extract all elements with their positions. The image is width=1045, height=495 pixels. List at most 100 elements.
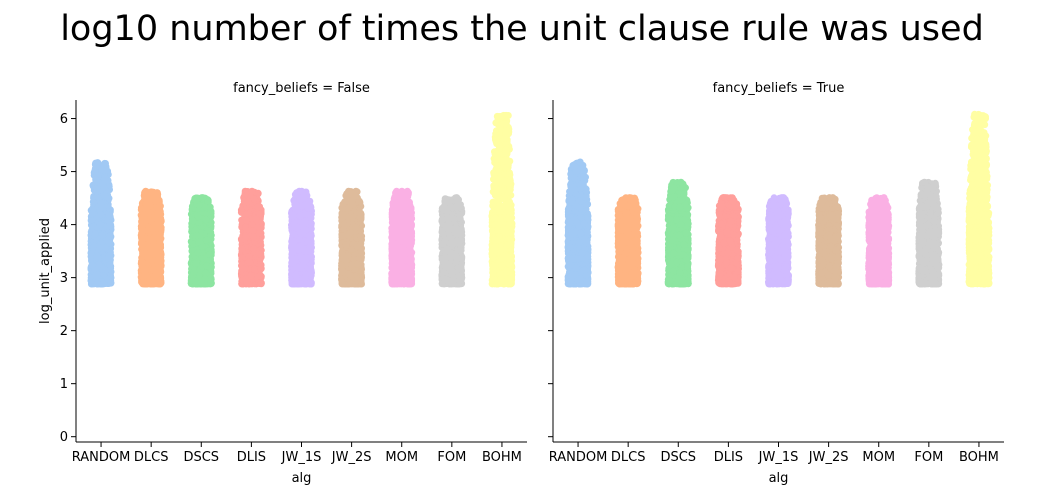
data-point <box>192 196 200 204</box>
data-point <box>297 264 305 272</box>
data-point-outlier <box>94 159 102 167</box>
data-point <box>106 222 114 230</box>
y-tick-label: 2 <box>60 324 68 339</box>
data-point <box>98 203 106 211</box>
y-tick-label: 4 <box>60 218 68 233</box>
data-point <box>239 265 247 273</box>
data-point <box>202 269 210 277</box>
data-point <box>146 201 154 209</box>
data-point <box>294 224 302 232</box>
data-point <box>89 198 97 206</box>
data-point <box>302 247 309 255</box>
data-point <box>198 278 205 286</box>
data-point <box>295 246 303 254</box>
strip-dlcs <box>137 187 165 288</box>
y-axis-label: log_unit_applied <box>38 218 53 324</box>
data-point <box>207 264 215 271</box>
data-point <box>106 212 114 220</box>
data-point <box>101 159 109 167</box>
data-point-outlier <box>142 187 150 195</box>
data-point <box>106 232 114 240</box>
data-point <box>95 260 103 268</box>
data-point <box>156 253 164 261</box>
data-point <box>192 277 200 285</box>
data-point <box>138 229 146 237</box>
data-point <box>289 213 297 221</box>
data-point <box>101 174 109 182</box>
data-point <box>257 265 265 273</box>
x-tick-label: FOM <box>437 450 466 465</box>
y-tick-label: 6 <box>60 112 68 127</box>
data-point <box>105 183 113 190</box>
data-point <box>98 166 106 174</box>
x-tick-label: DSCS <box>183 450 219 465</box>
data-point <box>98 231 106 239</box>
data-point <box>137 260 145 268</box>
data-point <box>242 216 250 224</box>
data-point <box>93 254 101 261</box>
data-point <box>137 222 145 230</box>
x-tick-label: JW_2S <box>331 450 372 465</box>
data-point <box>155 203 163 211</box>
data-point <box>301 275 309 283</box>
data-point <box>292 272 300 280</box>
data-point <box>105 252 113 260</box>
data-point <box>192 260 200 267</box>
data-point <box>257 280 265 288</box>
data-point-outlier <box>91 168 99 176</box>
data-point <box>139 240 147 248</box>
data-point <box>202 216 210 224</box>
strip-random <box>87 159 115 288</box>
data-point <box>100 192 108 199</box>
data-point <box>301 257 309 265</box>
data-point <box>203 236 211 244</box>
y-tick-label: 5 <box>60 165 68 180</box>
data-point-outlier <box>248 187 256 195</box>
data-point <box>153 197 161 204</box>
data-point <box>99 280 107 288</box>
data-point <box>249 227 257 235</box>
data-point <box>302 219 310 226</box>
data-point <box>189 217 197 225</box>
x-tick-label: DLIS <box>237 450 266 465</box>
data-point <box>190 268 198 276</box>
data-point <box>106 261 114 269</box>
data-point <box>194 249 202 257</box>
data-point <box>206 250 214 258</box>
x-tick-label: RANDOM <box>72 450 131 465</box>
data-point <box>257 250 265 258</box>
y-tick-label: 3 <box>60 271 68 286</box>
data-point <box>156 235 163 243</box>
x-tick-label: MOM <box>385 450 418 465</box>
y-tick-label: 1 <box>60 377 68 392</box>
data-point <box>102 244 109 252</box>
x-axis-label: alg <box>292 471 312 486</box>
data-point <box>245 258 253 266</box>
data-point <box>154 269 162 276</box>
x-tick-label: JW_1S <box>281 450 322 465</box>
data-point <box>91 230 99 238</box>
x-tick-label: BOHM <box>482 450 522 465</box>
data-point <box>93 272 101 280</box>
data-point <box>195 238 203 246</box>
data-point <box>96 221 104 229</box>
data-point <box>91 266 99 273</box>
strip-dscs <box>187 194 215 288</box>
data-point <box>107 279 115 287</box>
data-point <box>249 233 257 241</box>
data-point <box>206 203 214 211</box>
data-point <box>95 244 103 252</box>
data-point <box>100 184 108 191</box>
data-point <box>93 280 101 288</box>
x-tick-label: DLCS <box>134 450 169 465</box>
data-point <box>97 210 105 218</box>
data-point <box>193 232 201 239</box>
data-point <box>247 272 255 280</box>
data-point <box>150 280 158 287</box>
facet-title: fancy_beliefs = False <box>233 81 370 96</box>
data-point <box>251 265 258 273</box>
strip-jw_1s <box>288 187 315 288</box>
strip-dlis <box>237 187 265 288</box>
